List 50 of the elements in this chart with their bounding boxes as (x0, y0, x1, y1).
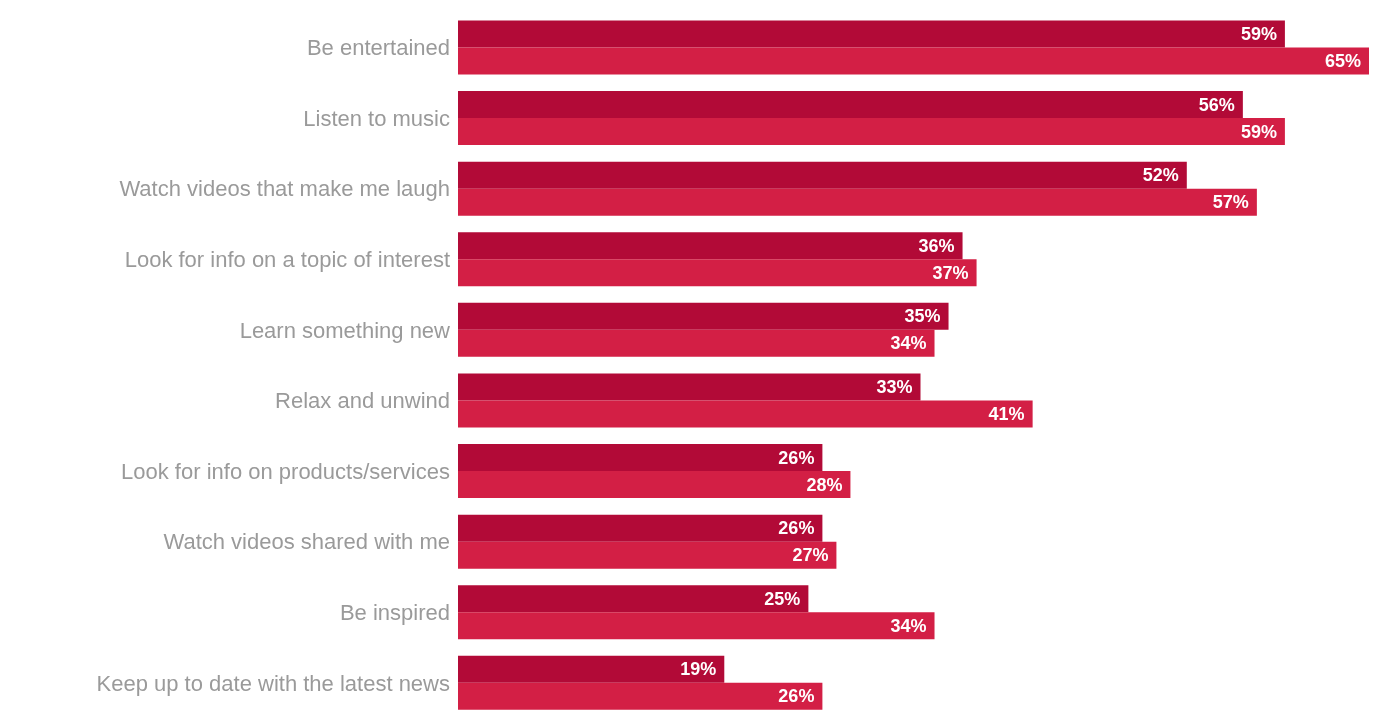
bar (458, 47, 1369, 75)
data-label: 34% (890, 333, 927, 354)
data-label: 57% (1212, 192, 1249, 213)
y-tick-label: Listen to music (303, 105, 450, 131)
bar (458, 329, 935, 357)
bar (458, 585, 809, 613)
bar (458, 514, 823, 542)
data-label: 27% (792, 545, 829, 566)
bar (458, 91, 1243, 119)
y-tick-label: Look for info on products/services (121, 458, 450, 484)
y-tick-label: Look for info on a topic of interest (124, 246, 450, 272)
data-label: 26% (778, 686, 815, 707)
data-label: 26% (778, 447, 815, 468)
y-tick-label: Be inspired (339, 599, 450, 625)
data-label: 65% (1324, 50, 1361, 71)
bar (458, 232, 963, 260)
y-tick-label: Keep up to date with the latest news (96, 670, 450, 696)
data-label: 41% (988, 403, 1025, 424)
data-label: 37% (932, 262, 969, 283)
data-label: 35% (904, 306, 941, 327)
y-tick-label: Learn something new (239, 317, 451, 343)
bar (458, 541, 837, 569)
bar (458, 655, 725, 683)
data-label: 34% (890, 615, 927, 636)
bar (458, 400, 1033, 428)
data-label: 33% (876, 376, 913, 397)
data-label: 26% (778, 518, 815, 539)
data-label: 36% (918, 235, 955, 256)
y-tick-label: Watch videos that make me laugh (119, 176, 450, 202)
bar (458, 118, 1285, 146)
y-tick-label: Be entertained (306, 35, 450, 61)
bar (458, 471, 851, 499)
data-label: 59% (1240, 23, 1277, 44)
data-label: 59% (1240, 121, 1277, 142)
bar (458, 612, 935, 640)
bar (458, 682, 823, 710)
bar (458, 444, 823, 472)
bar (458, 302, 949, 330)
data-label: 25% (764, 588, 801, 609)
bar (458, 373, 921, 401)
bar (458, 188, 1257, 216)
bar (458, 259, 977, 287)
data-label: 56% (1198, 94, 1235, 115)
bar (458, 161, 1187, 189)
data-label: 52% (1142, 165, 1179, 186)
y-tick-label: Relax and unwind (275, 388, 450, 414)
data-label: 28% (806, 474, 843, 495)
bar (458, 20, 1285, 48)
y-tick-label: Watch videos shared with me (163, 529, 450, 555)
data-label: 19% (680, 659, 717, 680)
